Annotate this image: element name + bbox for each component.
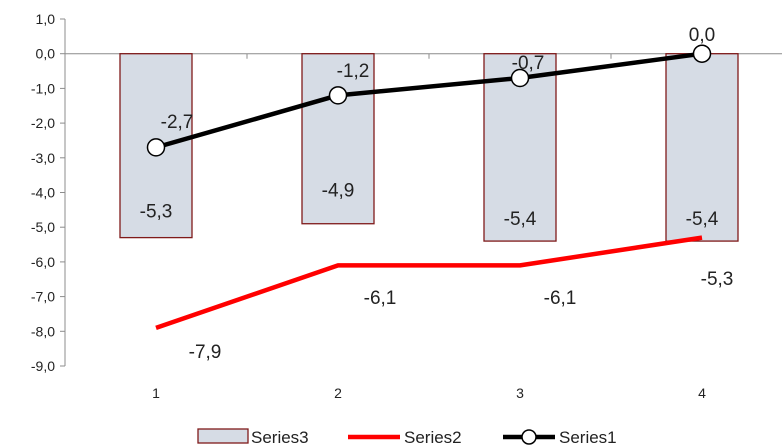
x-tick-label: 2 [334,385,342,401]
series1-data-label: -2,7 [161,112,194,133]
x-tick-label: 1 [152,385,160,401]
series1-point [510,68,530,88]
legend-label-series2: Series2 [404,428,462,446]
legend-swatch-series1-marker [521,429,537,445]
series2-data-label: -6,1 [364,288,397,309]
y-tick-label: 1,0 [36,11,56,27]
line-series [146,44,712,330]
series1-point [328,86,348,105]
y-tick-label: -2,0 [31,115,55,131]
y-tick-label: -9,0 [31,358,55,374]
series2-line [155,235,703,330]
series1-data-label: -1,2 [337,61,370,82]
legend: Series3 Series2 Series1 [197,428,617,446]
legend-label-series1: Series1 [559,428,617,446]
bar [301,53,375,225]
series1-data-label: 0,0 [689,25,715,46]
bar-data-label: -5,4 [504,209,537,230]
series1-line [155,51,703,150]
series1-point [146,138,166,157]
series2-data-label: -6,1 [544,288,577,309]
bar-data-label: -4,9 [322,181,355,202]
y-tick-label: -7,0 [31,289,55,305]
y-tick-label: -3,0 [31,150,55,166]
bar-series [119,53,739,242]
y-tick-label: -6,0 [31,254,55,270]
bar [665,53,739,242]
bar-data-label: -5,3 [140,202,173,223]
y-tick-label: 0,0 [36,46,56,62]
series2-data-label: -7,9 [189,342,222,363]
y-tick-label: -4,0 [31,185,55,201]
data-labels: -5,3 -4,9 -5,4 -5,4 -7,9 -6,1 -6,1 -5,3 -2,7 -1,2… [140,25,734,363]
legend-label-series3: Series3 [251,428,309,446]
series1-data-label: -0,7 [512,53,545,74]
x-tick-label: 3 [516,385,524,401]
y-tick-label: -1,0 [31,80,55,96]
y-tick-label: -5,0 [31,219,55,235]
series1-point [692,44,712,63]
y-tick-label: -8,0 [31,323,55,339]
x-tick-label: 4 [698,385,706,401]
series2-data-label: -5,3 [701,269,734,290]
legend-swatch-series3 [197,428,249,444]
bar-data-label: -5,4 [686,209,719,230]
